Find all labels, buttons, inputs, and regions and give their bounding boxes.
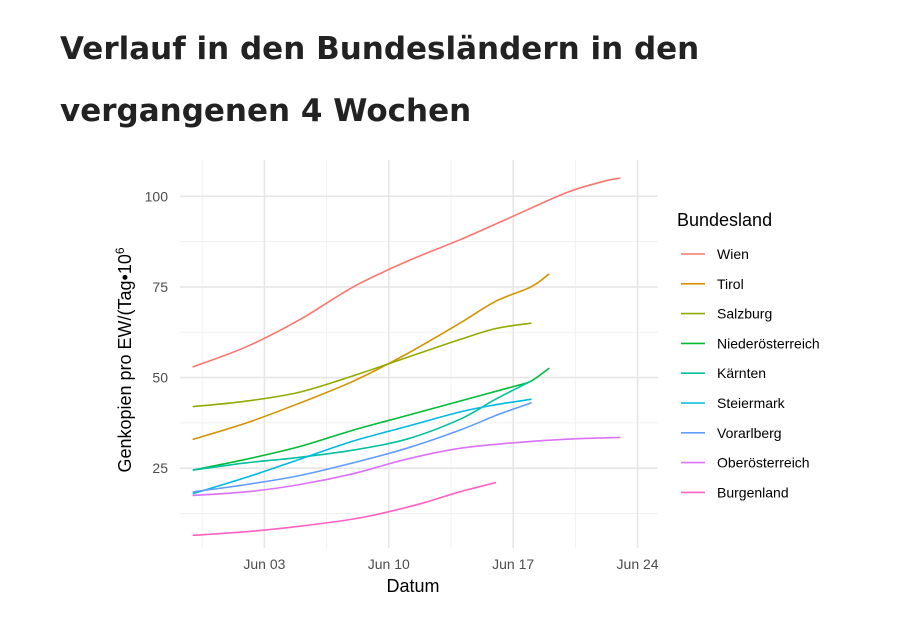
- legend-label-wien: Wien: [717, 246, 749, 262]
- y-axis-ticks: 25 50 75 100: [145, 188, 169, 476]
- legend-label-burgenland: Burgenland: [717, 484, 789, 500]
- legend-title: Bundesland: [677, 210, 772, 230]
- series-line-vorarlberg: [192, 402, 532, 493]
- x-tick-label: Jun 10: [368, 556, 410, 572]
- y-tick-label: 75: [152, 279, 168, 295]
- legend-label-nieder-sterreich: Niederösterreich: [717, 335, 820, 351]
- page-title: Verlauf in den Bundesländern in den verg…: [60, 31, 700, 129]
- legend-label-k-rnten: Kärnten: [717, 365, 766, 381]
- series-line-ober-sterreich: [192, 436, 621, 497]
- legend-items: Wien Tirol Salzburg Niederösterreich Kärnten…: [681, 246, 820, 500]
- series-line-salzburg: [192, 322, 532, 408]
- legend-label-steiermark: Steiermark: [717, 395, 786, 411]
- x-axis-title: Datum: [386, 576, 439, 596]
- y-axis-title-sup: 6: [113, 247, 127, 254]
- x-axis-ticks: Jun 03 Jun 10 Jun 17 Jun 24: [243, 556, 658, 572]
- y-axis-title: Genkopien pro EW/(Tag•106: [113, 247, 135, 472]
- legend-label-ober-sterreich: Oberösterreich: [717, 455, 810, 471]
- series-line-burgenland: [192, 481, 497, 537]
- series-lines: [192, 177, 621, 537]
- grid-major: [180, 160, 658, 548]
- grid-minor: [180, 160, 658, 548]
- legend: Bundesland Wien Tirol Salzburg Niederösterr…: [677, 210, 820, 500]
- y-tick-label: 50: [152, 370, 168, 386]
- x-tick-label: Jun 17: [492, 556, 534, 572]
- series-line-wien: [192, 177, 621, 368]
- series-line-steiermark: [192, 398, 532, 495]
- y-tick-label: 100: [145, 188, 169, 204]
- legend-label-salzburg: Salzburg: [717, 306, 772, 322]
- series-line-nieder-sterreich: [192, 367, 550, 471]
- y-tick-label: 25: [152, 460, 168, 476]
- series-line-k-rnten: [192, 380, 532, 471]
- x-tick-label: Jun 03: [243, 556, 285, 572]
- series-line-tirol: [192, 273, 550, 440]
- x-tick-label: Jun 24: [617, 556, 659, 572]
- y-axis-title-main: Genkopien pro EW/(Tag•10: [115, 254, 135, 472]
- legend-label-vorarlberg: Vorarlberg: [717, 425, 782, 441]
- legend-label-tirol: Tirol: [717, 276, 744, 292]
